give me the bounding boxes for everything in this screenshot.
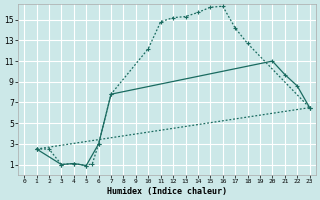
X-axis label: Humidex (Indice chaleur): Humidex (Indice chaleur) bbox=[107, 187, 227, 196]
